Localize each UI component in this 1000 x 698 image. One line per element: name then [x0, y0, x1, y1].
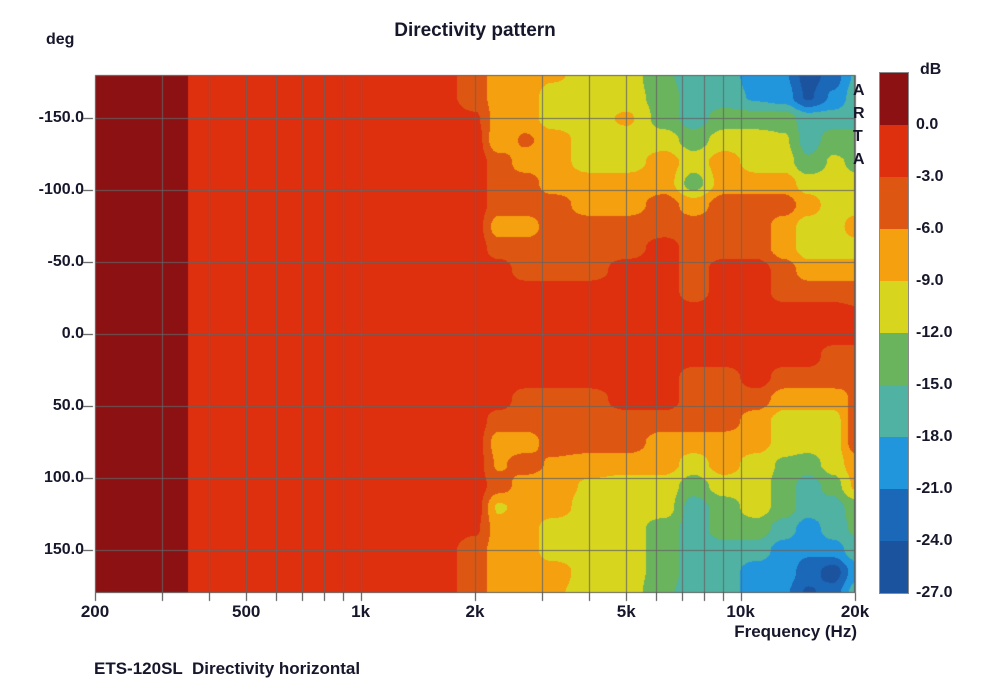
colorbar-band	[880, 73, 908, 125]
colorbar-band	[880, 385, 908, 437]
x-tick-label: 1k	[351, 602, 371, 621]
x-tick-label: 10k	[726, 602, 755, 621]
x-tick-label: 20k	[840, 602, 870, 621]
x-tick-label: 2k	[465, 602, 485, 621]
colorbar-band	[880, 177, 908, 229]
y-tick-label: -50.0	[47, 253, 84, 271]
colorbar	[879, 72, 909, 594]
colorbar-tick-label: -18.0	[916, 428, 953, 445]
chart-title: Directivity pattern	[394, 20, 556, 41]
y-axis-unit-label: deg	[46, 31, 75, 48]
colorbar-tick-label: 0.0	[916, 116, 939, 133]
colorbar-tick-label: -27.0	[916, 584, 953, 601]
colorbar-tick-label: -9.0	[916, 272, 944, 289]
colorbar-band	[880, 541, 908, 593]
colorbar-band	[880, 281, 908, 333]
y-tick-label: -150.0	[38, 109, 84, 127]
x-tick-label: 5k	[616, 602, 636, 621]
colorbar-band	[880, 489, 908, 541]
colorbar-band	[880, 125, 908, 177]
colorbar-tick-label: -24.0	[916, 532, 953, 549]
y-tick-label: 0.0	[61, 325, 84, 342]
x-tick-label: 500	[232, 602, 261, 621]
colorbar-tick-label: -6.0	[916, 220, 944, 237]
y-tick-label: 150.0	[43, 540, 84, 558]
measurement-caption: ETS-120SL Directivity horizontal	[94, 659, 361, 678]
y-tick-label: 100.0	[43, 468, 84, 486]
colorbar-band	[880, 229, 908, 281]
y-tick-label: 50.0	[52, 396, 84, 414]
directivity-heatmap	[75, 70, 865, 603]
colorbar-band	[880, 333, 908, 385]
colorbar-band	[880, 437, 908, 489]
colorbar-tick-label: -12.0	[916, 324, 953, 341]
colorbar-unit-label: dB	[920, 61, 942, 78]
arta-watermark: ARTA	[853, 82, 865, 168]
colorbar-tick-label: -15.0	[916, 376, 953, 393]
y-tick-label: -100.0	[38, 181, 84, 199]
x-tick-label: 200	[80, 602, 110, 621]
x-axis-title: Frequency (Hz)	[734, 622, 857, 641]
colorbar-tick-label: -3.0	[916, 168, 944, 185]
colorbar-tick-label: -21.0	[916, 480, 953, 497]
